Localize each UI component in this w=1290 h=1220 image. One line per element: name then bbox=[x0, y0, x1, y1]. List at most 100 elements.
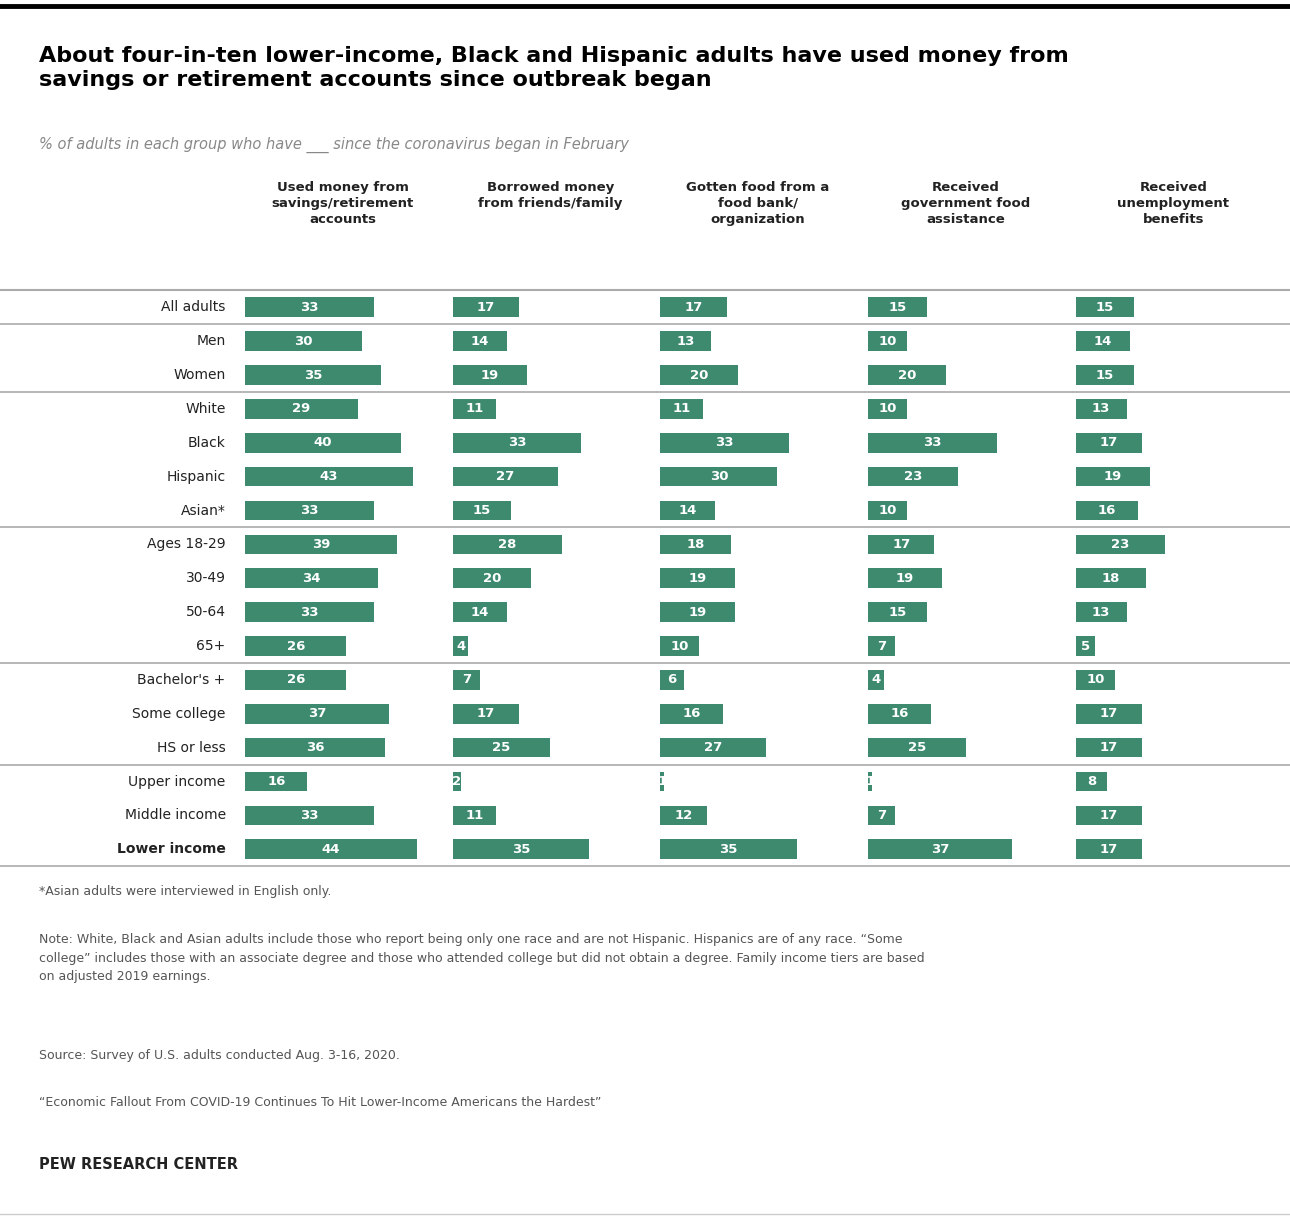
Text: 14: 14 bbox=[471, 605, 489, 619]
Text: Hispanic: Hispanic bbox=[166, 470, 226, 483]
Text: 16: 16 bbox=[682, 708, 700, 720]
Text: 35: 35 bbox=[512, 843, 530, 855]
Bar bbox=[660, 839, 797, 859]
Text: 10: 10 bbox=[878, 334, 897, 348]
Bar bbox=[1076, 603, 1126, 622]
Bar bbox=[868, 738, 965, 758]
Text: All adults: All adults bbox=[161, 300, 226, 315]
Text: 33: 33 bbox=[508, 437, 526, 449]
Bar bbox=[660, 805, 707, 825]
Bar bbox=[868, 365, 946, 384]
Bar bbox=[453, 365, 526, 384]
Text: 25: 25 bbox=[493, 741, 511, 754]
Text: 15: 15 bbox=[473, 504, 491, 517]
Text: 17: 17 bbox=[477, 708, 495, 720]
Text: Gotten food from a
food bank/
organization: Gotten food from a food bank/ organizati… bbox=[686, 181, 829, 226]
Bar bbox=[453, 467, 559, 487]
Bar bbox=[1076, 670, 1115, 689]
Text: 20: 20 bbox=[482, 572, 501, 584]
Text: 50-64: 50-64 bbox=[186, 605, 226, 620]
Bar bbox=[660, 298, 726, 317]
Text: 26: 26 bbox=[286, 639, 304, 653]
Text: Middle income: Middle income bbox=[125, 809, 226, 822]
Text: 17: 17 bbox=[477, 301, 495, 314]
Bar bbox=[453, 569, 530, 588]
Text: 16: 16 bbox=[1098, 504, 1116, 517]
Text: 19: 19 bbox=[481, 368, 499, 382]
Bar bbox=[245, 704, 390, 723]
Bar bbox=[1076, 433, 1142, 453]
Text: 17: 17 bbox=[685, 301, 703, 314]
Text: 65+: 65+ bbox=[196, 639, 226, 653]
Bar bbox=[1076, 839, 1142, 859]
Text: Bachelor's +: Bachelor's + bbox=[138, 673, 226, 687]
Bar bbox=[245, 839, 417, 859]
Text: 43: 43 bbox=[320, 470, 338, 483]
Text: 17: 17 bbox=[1100, 843, 1118, 855]
Text: 7: 7 bbox=[462, 673, 471, 687]
Bar bbox=[453, 332, 507, 351]
Text: 19: 19 bbox=[689, 572, 707, 584]
Text: 26: 26 bbox=[286, 673, 304, 687]
Text: HS or less: HS or less bbox=[157, 741, 226, 755]
Text: 25: 25 bbox=[908, 741, 926, 754]
Bar bbox=[453, 636, 468, 656]
Text: 14: 14 bbox=[679, 504, 697, 517]
Text: Upper income: Upper income bbox=[129, 775, 226, 788]
Bar bbox=[868, 839, 1013, 859]
Text: Borrowed money
from friends/family: Borrowed money from friends/family bbox=[479, 181, 622, 210]
Bar bbox=[245, 433, 401, 453]
Text: 4: 4 bbox=[871, 673, 881, 687]
Text: 1: 1 bbox=[658, 775, 667, 788]
Text: 13: 13 bbox=[677, 334, 695, 348]
Text: 15: 15 bbox=[889, 605, 907, 619]
Text: 17: 17 bbox=[1100, 741, 1118, 754]
Text: Note: White, Black and Asian adults include those who report being only one race: Note: White, Black and Asian adults incl… bbox=[39, 933, 925, 983]
Bar bbox=[453, 433, 582, 453]
Bar bbox=[868, 399, 907, 418]
Text: 23: 23 bbox=[1112, 538, 1130, 551]
Text: 10: 10 bbox=[878, 504, 897, 517]
Text: 8: 8 bbox=[1086, 775, 1096, 788]
Bar bbox=[245, 500, 374, 521]
Text: % of adults in each group who have ___ since the coronavirus began in February: % of adults in each group who have ___ s… bbox=[39, 137, 628, 152]
Bar bbox=[1076, 569, 1146, 588]
Text: 33: 33 bbox=[716, 437, 734, 449]
Bar bbox=[1076, 332, 1130, 351]
Bar bbox=[245, 298, 374, 317]
Bar bbox=[245, 534, 397, 554]
Text: 40: 40 bbox=[313, 437, 333, 449]
Bar bbox=[1076, 704, 1142, 723]
Text: 17: 17 bbox=[893, 538, 911, 551]
Bar bbox=[453, 839, 590, 859]
Bar bbox=[660, 569, 734, 588]
Text: Received
government food
assistance: Received government food assistance bbox=[900, 181, 1031, 226]
Text: 33: 33 bbox=[301, 809, 319, 822]
Text: 37: 37 bbox=[308, 708, 326, 720]
Text: 19: 19 bbox=[689, 605, 707, 619]
Bar bbox=[868, 603, 926, 622]
Text: 11: 11 bbox=[466, 403, 484, 416]
Text: Women: Women bbox=[173, 368, 226, 382]
Text: 29: 29 bbox=[293, 403, 311, 416]
Bar bbox=[1076, 636, 1095, 656]
Text: 33: 33 bbox=[301, 504, 319, 517]
Bar bbox=[453, 534, 562, 554]
Text: *Asian adults were interviewed in English only.: *Asian adults were interviewed in Englis… bbox=[39, 884, 332, 898]
Text: 44: 44 bbox=[321, 843, 341, 855]
Bar bbox=[453, 399, 495, 418]
Bar bbox=[868, 433, 997, 453]
Bar bbox=[245, 738, 386, 758]
Text: Asian*: Asian* bbox=[181, 504, 226, 517]
Text: 35: 35 bbox=[720, 843, 738, 855]
Text: 19: 19 bbox=[1104, 470, 1122, 483]
Bar bbox=[1076, 467, 1149, 487]
Bar bbox=[1076, 365, 1134, 384]
Text: 19: 19 bbox=[897, 572, 915, 584]
Bar bbox=[660, 772, 664, 792]
Bar bbox=[1076, 805, 1142, 825]
Text: Black: Black bbox=[188, 436, 226, 450]
Bar bbox=[453, 670, 480, 689]
Text: 23: 23 bbox=[904, 470, 922, 483]
Text: 36: 36 bbox=[306, 741, 325, 754]
